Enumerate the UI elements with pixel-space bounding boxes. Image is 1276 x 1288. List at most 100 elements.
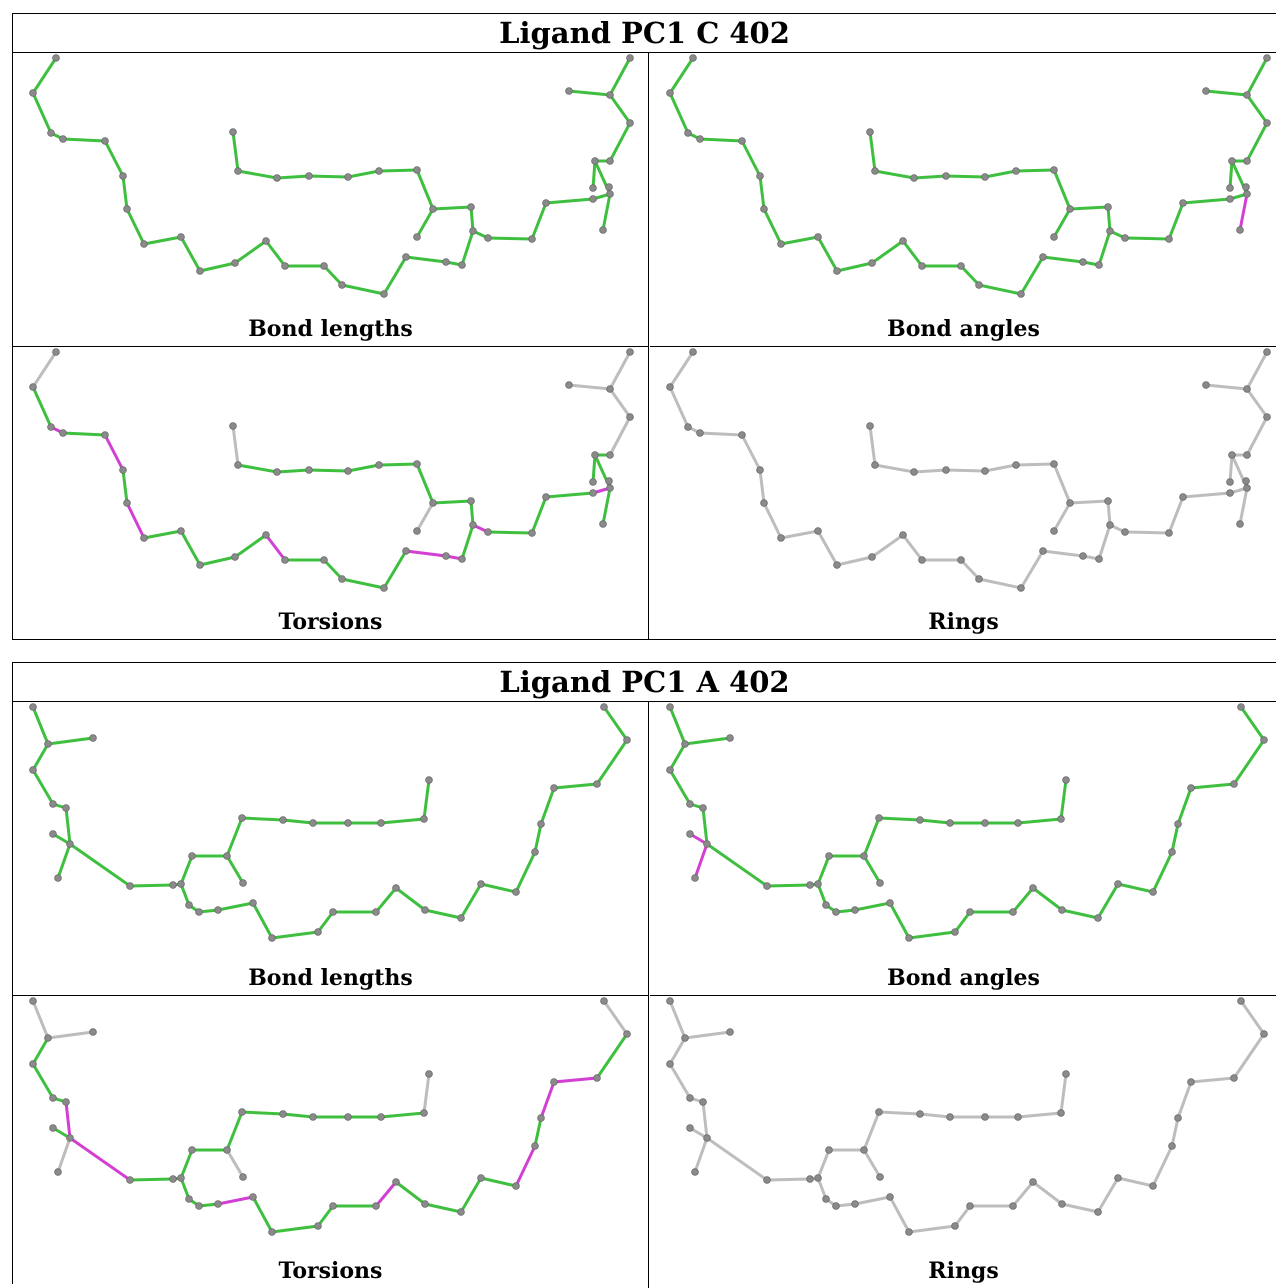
bond: [121, 468, 129, 505]
atom: [726, 1028, 734, 1036]
bond: [868, 424, 877, 467]
atom: [1260, 736, 1268, 744]
bond: [198, 555, 237, 567]
bond: [216, 901, 255, 912]
bond: [340, 577, 386, 590]
atom: [59, 429, 67, 437]
bond: [959, 264, 981, 287]
atom: [756, 466, 764, 474]
atom: [273, 468, 281, 476]
atom: [916, 1110, 924, 1118]
atom: [756, 172, 764, 180]
atom: [866, 128, 874, 136]
panel-caption: Rings: [928, 609, 999, 635]
bond: [1106, 499, 1112, 527]
atom: [600, 997, 608, 1005]
atom: [738, 431, 746, 439]
atom: [402, 253, 410, 261]
panel-caption: Bond angles: [887, 316, 1040, 342]
atom: [833, 561, 841, 569]
bond: [608, 93, 632, 125]
bond: [31, 56, 58, 95]
panel-bond-lengths: Bond lengths: [13, 53, 649, 346]
atom: [140, 534, 148, 542]
atom: [231, 259, 239, 267]
atom: [860, 852, 868, 860]
atom: [599, 226, 607, 234]
atom: [918, 556, 926, 564]
atom: [1062, 776, 1070, 784]
atom: [537, 1114, 545, 1122]
bond: [668, 705, 687, 746]
atom: [1187, 1078, 1195, 1086]
bond: [423, 908, 463, 920]
atom: [763, 1176, 771, 1184]
atom: [457, 914, 465, 922]
atom: [703, 840, 711, 848]
bond: [595, 738, 629, 786]
bond: [316, 910, 335, 934]
atom: [467, 203, 475, 211]
bond: [668, 1062, 692, 1100]
atom: [249, 899, 257, 907]
atom: [372, 908, 380, 916]
atom: [905, 934, 913, 942]
atom: [238, 1108, 246, 1116]
atom: [512, 1182, 520, 1190]
atom: [814, 1174, 822, 1182]
atom: [942, 172, 950, 180]
bond: [765, 883, 812, 888]
bond: [1014, 462, 1056, 467]
bond: [918, 1112, 952, 1119]
bond: [1014, 168, 1056, 173]
atom: [49, 1094, 57, 1102]
bond: [128, 883, 175, 888]
bond: [816, 1148, 831, 1180]
bond: [1041, 255, 1085, 264]
atom: [951, 1222, 959, 1230]
atom: [421, 1200, 429, 1208]
panel-torsions: Torsions: [13, 346, 649, 639]
atom: [666, 703, 674, 711]
atom: [344, 173, 352, 181]
bond: [270, 1224, 320, 1234]
atom: [262, 237, 270, 245]
bond: [61, 137, 107, 143]
panel-rings: Rings: [650, 995, 1276, 1288]
bond: [251, 1195, 274, 1234]
bond: [539, 786, 556, 826]
atom: [1168, 1142, 1176, 1150]
atom: [425, 776, 433, 784]
bond: [853, 901, 892, 912]
bond: [431, 499, 473, 505]
bond: [404, 255, 448, 264]
bond: [382, 255, 408, 296]
bond: [275, 174, 311, 180]
atom: [214, 906, 222, 914]
atom: [1050, 166, 1058, 174]
bond: [601, 192, 612, 232]
panel-bond-lengths: Bond lengths: [13, 702, 649, 995]
atom: [910, 174, 918, 182]
bond: [1096, 1176, 1120, 1214]
atom: [1106, 227, 1114, 235]
atom: [1121, 528, 1129, 536]
atom: [806, 1175, 814, 1183]
bond: [31, 91, 53, 135]
bond: [740, 139, 762, 178]
atom: [1243, 157, 1251, 165]
bond: [705, 842, 769, 888]
atom: [273, 174, 281, 182]
atom: [851, 1200, 859, 1208]
bond: [128, 1177, 175, 1182]
atom: [814, 880, 822, 888]
atom: [1226, 478, 1234, 486]
atom: [1242, 183, 1250, 191]
atom: [666, 766, 674, 774]
atom: [29, 997, 37, 1005]
bond: [1019, 255, 1045, 296]
bond: [1170, 1116, 1180, 1148]
atom: [589, 478, 597, 486]
bond: [977, 283, 1023, 296]
bond: [64, 1100, 72, 1140]
